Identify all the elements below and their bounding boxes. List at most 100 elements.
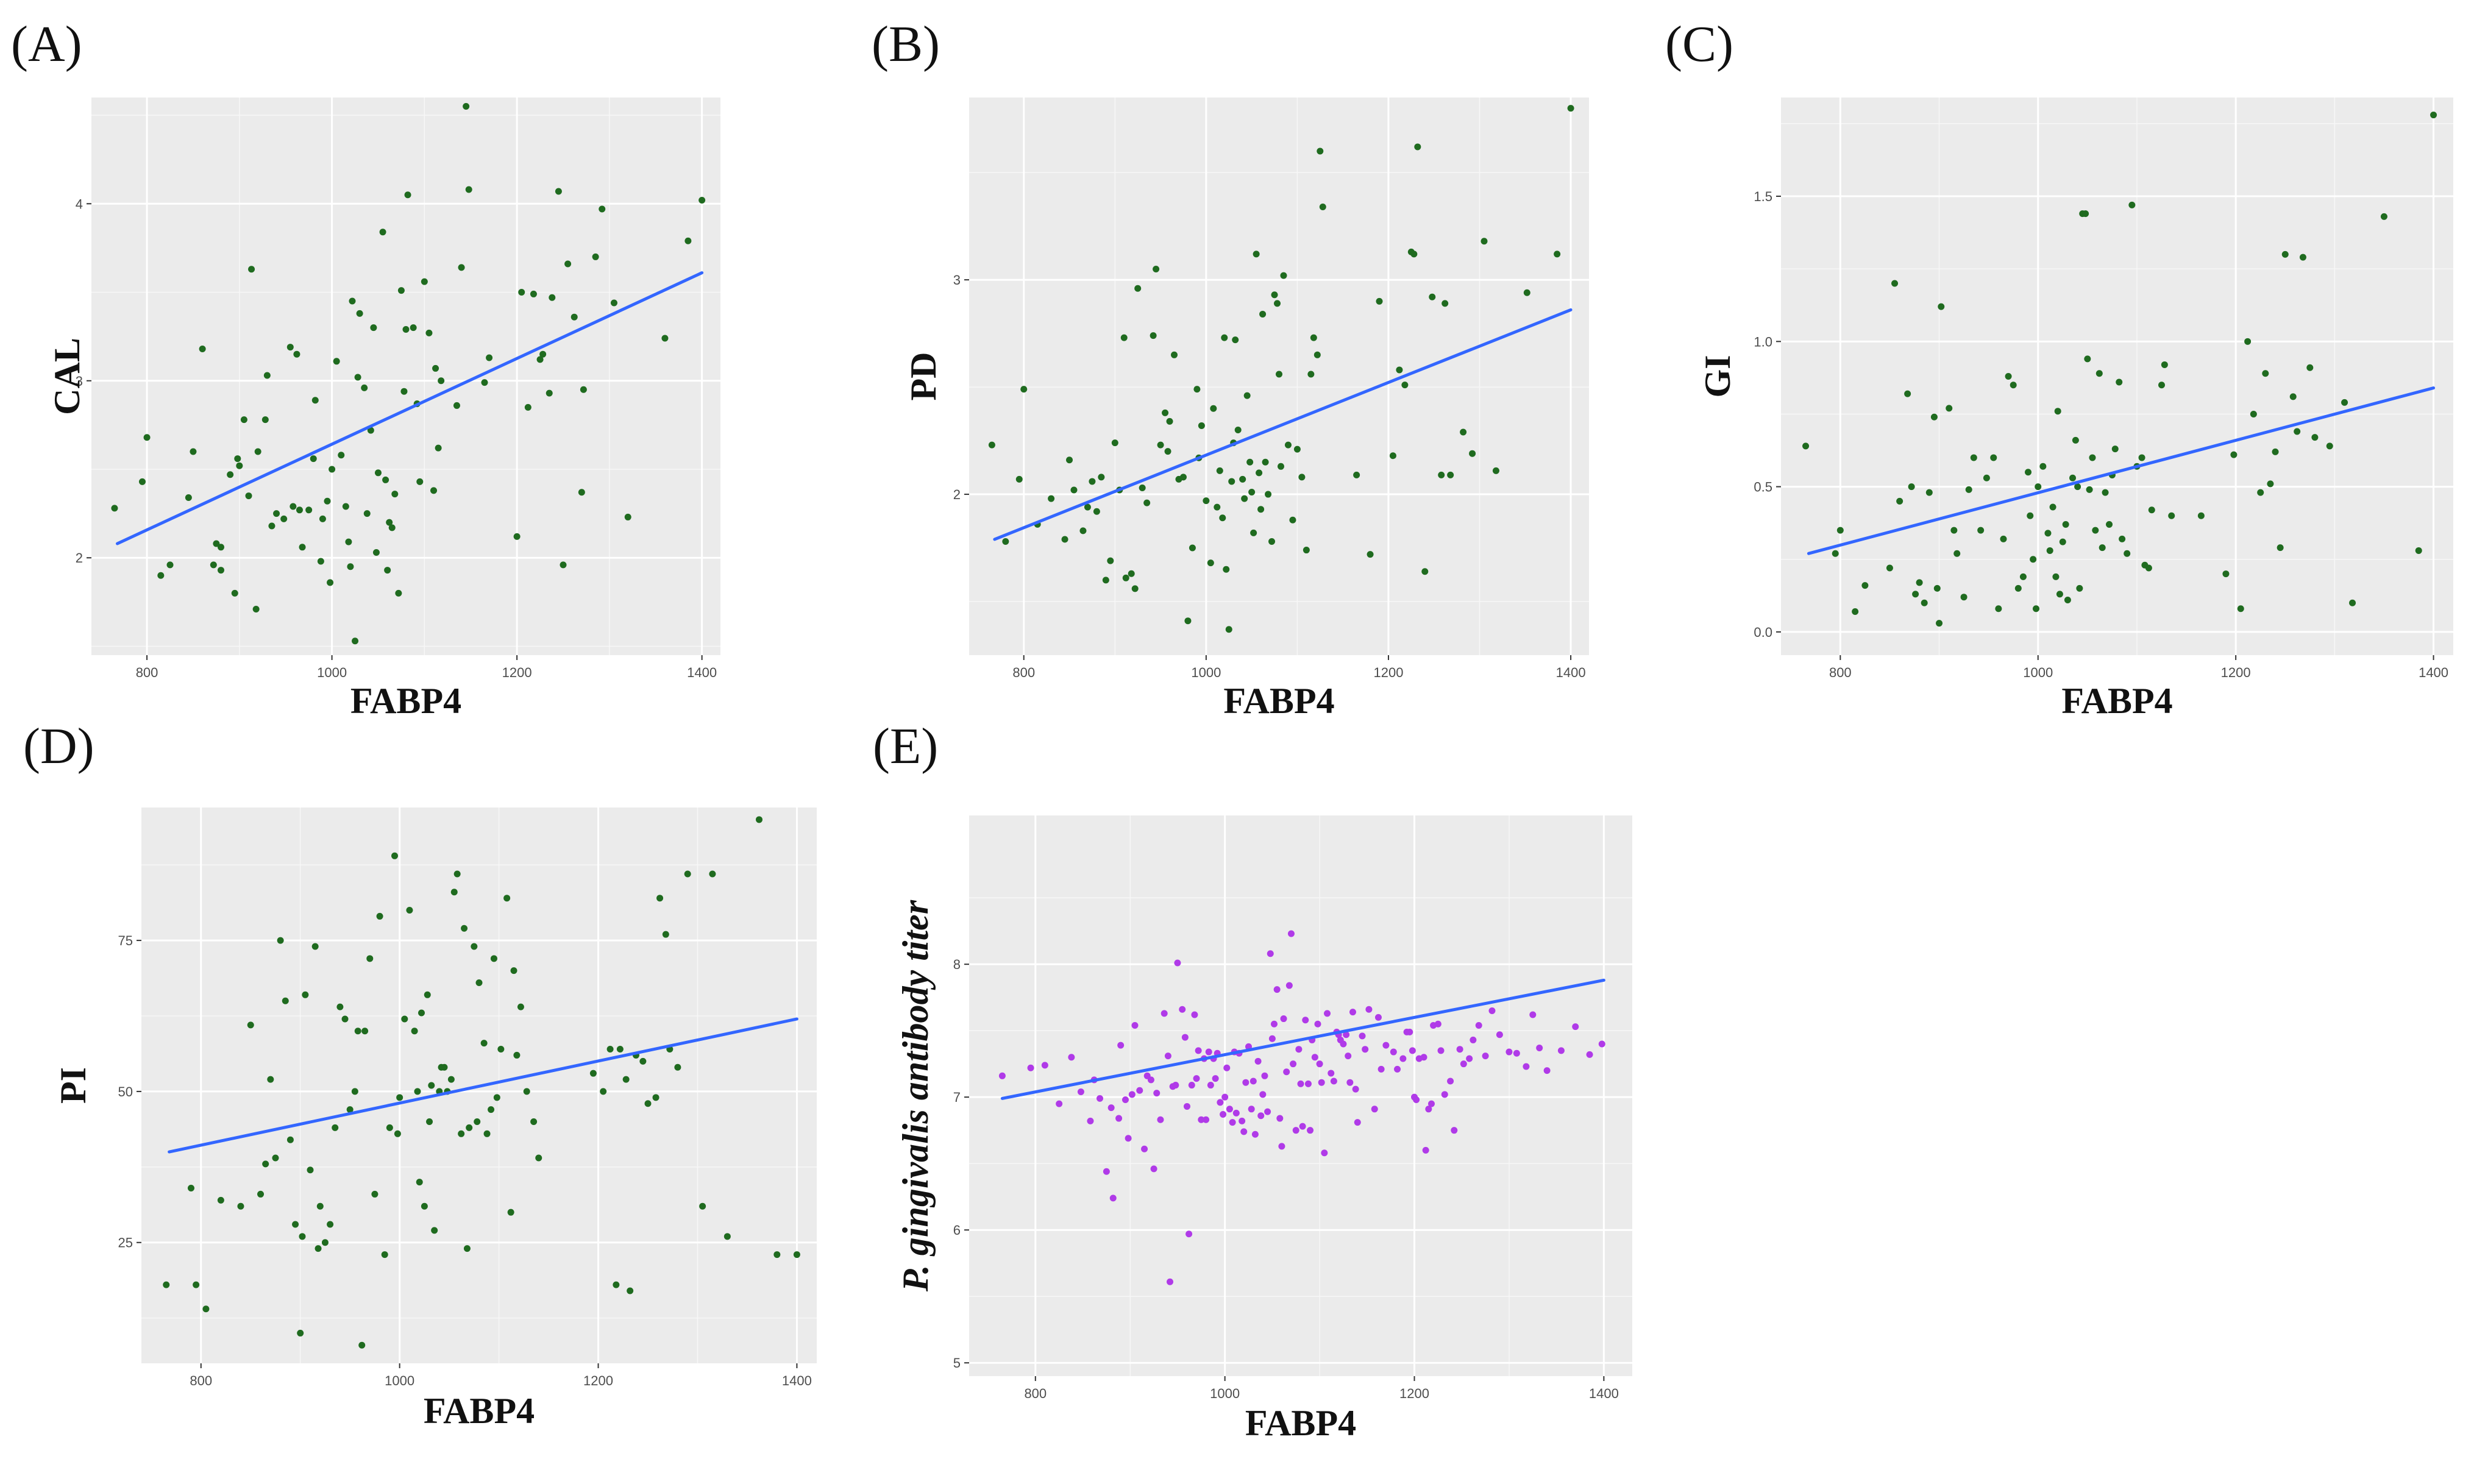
data-point [2027, 512, 2034, 519]
data-point [391, 491, 399, 498]
data-point [441, 1063, 448, 1071]
data-point [1265, 491, 1272, 498]
data-point [1061, 536, 1068, 543]
data-point [1216, 467, 1223, 474]
data-point [600, 1088, 607, 1095]
data-point [2299, 254, 2306, 261]
data-point [1259, 1091, 1267, 1098]
data-point [998, 1072, 1006, 1079]
x-tick-label: 1200 [1373, 665, 1403, 680]
y-tick-label: 0.5 [1754, 480, 1772, 495]
data-point [321, 1239, 329, 1246]
data-point [2014, 584, 2022, 592]
x-tick-label: 1200 [1399, 1386, 1429, 1401]
data-point [237, 1202, 244, 1210]
data-point [261, 416, 269, 424]
data-point [1295, 1046, 1303, 1053]
data-point [1414, 143, 1421, 151]
x-tick-label: 1000 [385, 1373, 414, 1388]
data-point [1543, 1067, 1551, 1074]
data-point [793, 1251, 800, 1259]
data-point [1977, 527, 1985, 534]
data-point [1246, 458, 1254, 466]
data-point [1469, 450, 1476, 457]
data-point [503, 895, 511, 902]
data-point [1394, 1065, 1401, 1073]
data-point [1314, 1020, 1321, 1028]
data-point [1157, 441, 1164, 449]
y-tick-label: 1.0 [1754, 334, 1772, 349]
data-point [438, 377, 445, 385]
data-point [1434, 1020, 1441, 1028]
data-point [1946, 405, 1953, 412]
data-point [406, 907, 413, 914]
data-point [1422, 1146, 1429, 1154]
data-point [1164, 448, 1171, 455]
data-point [1185, 1230, 1193, 1238]
data-point [1330, 1077, 1337, 1085]
data-point [248, 266, 255, 273]
data-point [684, 237, 692, 244]
data-point [424, 991, 431, 998]
data-point [1303, 547, 1310, 554]
data-point [1164, 1053, 1171, 1060]
data-point [2267, 480, 2274, 488]
data-point [1293, 446, 1301, 453]
data-point [1925, 489, 1933, 496]
data-point [315, 1245, 322, 1252]
data-point [1376, 297, 1383, 305]
y-tick-label: 8 [953, 957, 961, 972]
data-point [1111, 439, 1118, 447]
data-point [1048, 495, 1055, 502]
data-point [1166, 417, 1173, 425]
data-point [1228, 478, 1235, 485]
data-point [217, 544, 224, 551]
plot-background [969, 815, 1632, 1376]
x-tick-label: 1400 [1556, 665, 1586, 680]
data-point [1852, 608, 1859, 616]
data-point [453, 402, 460, 409]
data-point [564, 260, 572, 268]
data-point [1406, 1028, 1413, 1035]
data-point [1933, 584, 1941, 592]
data-point [1191, 1011, 1198, 1018]
data-point [1229, 1119, 1236, 1126]
data-point [293, 350, 300, 358]
data-point [1359, 1032, 1366, 1040]
data-point [1447, 471, 1454, 478]
panel-label-b: (B) [872, 16, 940, 73]
data-point [111, 505, 118, 512]
data-point [1248, 1106, 1255, 1113]
data-point [2069, 474, 2077, 481]
data-point [1002, 538, 1009, 545]
data-point [599, 205, 606, 213]
data-point [1242, 1079, 1249, 1086]
data-point [386, 519, 393, 526]
data-point [1349, 1009, 1356, 1016]
data-point [1150, 1165, 1157, 1173]
data-point [286, 1136, 294, 1143]
data-point [1292, 1127, 1299, 1134]
data-point [1352, 1085, 1359, 1093]
panel-e: (E) 800 1000 1200 1400 5 6 7 8 FABP4 P. gingivalis… [873, 718, 1632, 1443]
data-point [1195, 1047, 1202, 1054]
data-point [395, 589, 402, 597]
regression-line [168, 1017, 798, 1154]
x-tick-label: 800 [1829, 665, 1852, 680]
data-point [2250, 410, 2257, 417]
data-point [1115, 1115, 1123, 1122]
data-point [524, 403, 531, 411]
data-point [474, 1118, 481, 1125]
data-point [236, 462, 243, 469]
data-point [1077, 1088, 1084, 1095]
plot-background [91, 98, 720, 655]
data-point [2430, 112, 2437, 119]
data-point [1299, 1123, 1306, 1130]
data-point [2281, 250, 2289, 258]
data-point [356, 310, 363, 317]
data-point [1172, 1082, 1179, 1089]
x-tick-label: 1400 [782, 1373, 812, 1388]
y-tick-label: 0.0 [1754, 625, 1772, 640]
y-tick-label: 6 [953, 1223, 961, 1238]
data-point [416, 478, 424, 485]
